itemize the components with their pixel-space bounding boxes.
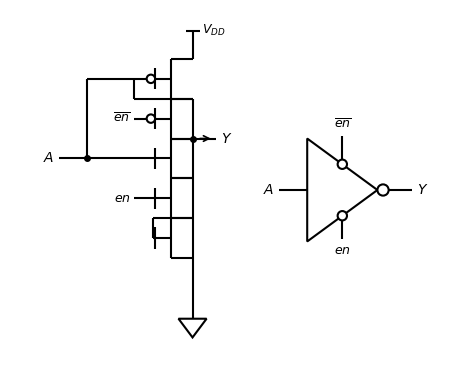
Circle shape <box>337 160 347 169</box>
Text: $en$: $en$ <box>334 244 351 257</box>
Text: $V_{DD}$: $V_{DD}$ <box>202 23 226 38</box>
Text: $Y$: $Y$ <box>220 131 232 146</box>
Text: $\overline{en}$: $\overline{en}$ <box>334 118 351 131</box>
Circle shape <box>146 74 155 83</box>
Text: $en$: $en$ <box>113 192 130 205</box>
Circle shape <box>146 114 155 123</box>
Text: $A$: $A$ <box>43 151 55 165</box>
Text: $\overline{en}$: $\overline{en}$ <box>113 112 130 125</box>
Text: $Y$: $Y$ <box>417 183 428 197</box>
Circle shape <box>377 184 389 196</box>
Text: $A$: $A$ <box>263 183 274 197</box>
Circle shape <box>337 211 347 220</box>
